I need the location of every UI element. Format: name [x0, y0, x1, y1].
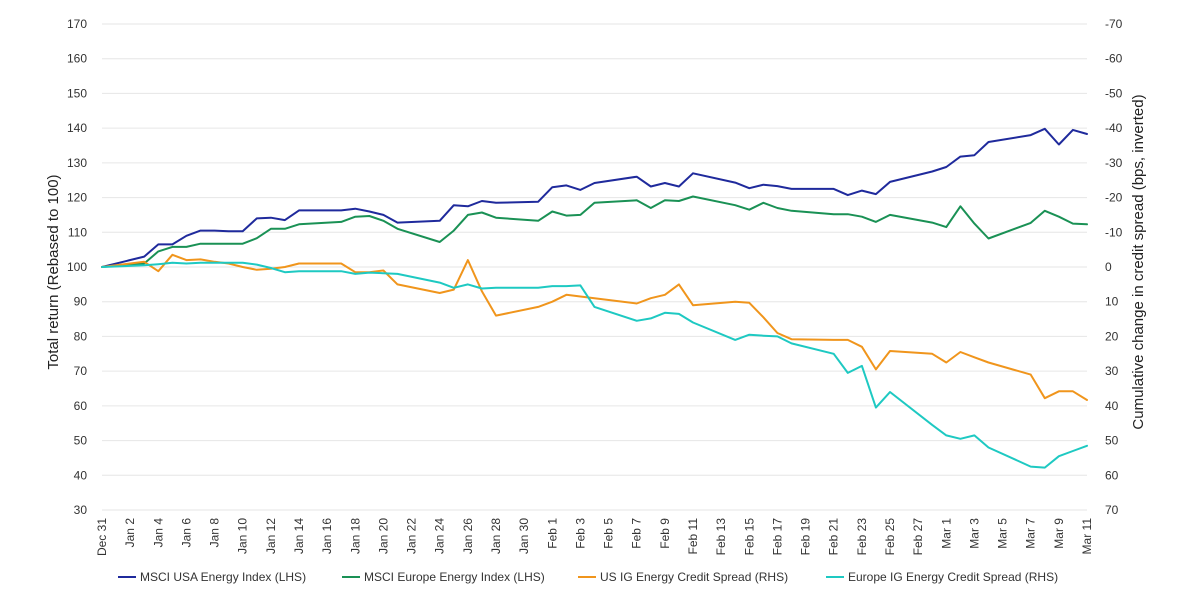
- right-tick-label: 30: [1105, 364, 1119, 378]
- x-tick-label: Jan 10: [236, 518, 250, 554]
- series-line-4: [101, 261, 1088, 469]
- left-axis-ticks: 30 40 50 60 70 80 90 100 110 120 130 140 150 160 170: [67, 17, 87, 517]
- left-tick-label: 140: [67, 121, 87, 135]
- legend-label: MSCI Europe Energy Index (LHS): [364, 570, 545, 584]
- right-axis-ticks: 70 60 50 40 30 20 10 0 -10 -20 -30 -40 -50 -60 -70: [1105, 17, 1123, 517]
- x-tick-label: Jan 30: [517, 518, 531, 554]
- gridlines: [102, 23, 1087, 511]
- right-tick-label: -20: [1105, 191, 1123, 205]
- x-tick-label: Mar 3: [967, 518, 981, 549]
- x-tick-label: Mar 11: [1080, 518, 1094, 555]
- left-tick-label: 60: [74, 399, 88, 413]
- left-axis-title: Total return (Rebased to 100): [45, 174, 62, 369]
- right-tick-label: 0: [1105, 260, 1112, 274]
- right-tick-label: -50: [1105, 86, 1123, 100]
- left-tick-label: 100: [67, 260, 87, 274]
- x-tick-label: Feb 25: [883, 518, 897, 556]
- legend-label: MSCI USA Energy Index (LHS): [140, 570, 306, 584]
- x-tick-label: Jan 24: [433, 518, 447, 554]
- series-line-3: [101, 253, 1088, 401]
- x-tick-label: Dec 31: [95, 518, 109, 556]
- x-tick-label: Jan 4: [151, 518, 165, 548]
- x-tick-label: Jan 26: [461, 518, 475, 554]
- right-axis-title: Cumulative change in credit spread (bps,…: [1130, 94, 1147, 429]
- left-tick-label: 120: [67, 191, 87, 205]
- x-tick-label: Feb 19: [799, 518, 813, 556]
- right-tick-label: -40: [1105, 121, 1123, 135]
- x-tick-label: Mar 5: [996, 518, 1010, 549]
- right-tick-label: 60: [1105, 468, 1119, 482]
- x-tick-label: Jan 14: [292, 518, 306, 554]
- x-tick-label: Mar 9: [1052, 518, 1066, 549]
- x-axis-ticks: Dec 31 Jan 2 Jan 4 Jan 6 Jan 8 Jan 10 Jan 12 Ja…: [95, 518, 1094, 556]
- left-tick-label: 170: [67, 17, 87, 31]
- series-line-1: [101, 127, 1088, 268]
- left-tick-label: 70: [74, 364, 88, 378]
- x-tick-label: Feb 7: [630, 518, 644, 549]
- x-tick-label: Jan 6: [179, 518, 193, 548]
- legend-label: Europe IG Energy Credit Spread (RHS): [848, 570, 1058, 584]
- x-tick-label: Feb 3: [573, 518, 587, 549]
- right-tick-label: 10: [1105, 295, 1119, 309]
- x-tick-label: Jan 22: [405, 518, 419, 554]
- right-tick-label: 50: [1105, 434, 1119, 448]
- x-tick-label: Jan 18: [348, 518, 362, 554]
- x-tick-label: Feb 27: [911, 518, 925, 556]
- right-tick-label: 40: [1105, 399, 1119, 413]
- x-tick-label: Jan 12: [264, 518, 278, 554]
- right-tick-label: 70: [1105, 503, 1119, 517]
- legend-label: US IG Energy Credit Spread (RHS): [600, 570, 788, 584]
- x-tick-label: Feb 11: [686, 518, 700, 555]
- left-tick-label: 90: [74, 295, 88, 309]
- x-tick-label: Mar 1: [939, 518, 953, 549]
- right-tick-label: -70: [1105, 17, 1123, 31]
- right-tick-label: -30: [1105, 156, 1123, 170]
- right-tick-label: -60: [1105, 52, 1123, 66]
- x-tick-label: Feb 17: [770, 518, 784, 556]
- right-tick-label: -10: [1105, 225, 1123, 239]
- left-tick-label: 30: [74, 503, 88, 517]
- x-tick-label: Jan 20: [376, 518, 390, 554]
- left-tick-label: 160: [67, 52, 87, 66]
- x-tick-label: Feb 9: [658, 518, 672, 549]
- x-tick-label: Jan 28: [489, 518, 503, 554]
- x-tick-label: Feb 21: [827, 518, 841, 556]
- legend: MSCI USA Energy Index (LHS) MSCI Europe E…: [118, 570, 1058, 584]
- left-tick-label: 80: [74, 329, 88, 343]
- x-tick-label: Feb 23: [855, 518, 869, 556]
- left-tick-label: 130: [67, 156, 87, 170]
- series-line-2: [101, 195, 1088, 268]
- left-tick-label: 40: [74, 468, 88, 482]
- x-tick-label: Feb 15: [742, 518, 756, 556]
- x-tick-label: Feb 13: [714, 518, 728, 556]
- x-tick-label: Mar 7: [1024, 518, 1038, 549]
- x-tick-label: Jan 16: [320, 518, 334, 554]
- x-tick-label: Feb 5: [602, 518, 616, 549]
- x-tick-label: Feb 1: [545, 518, 559, 549]
- left-tick-label: 50: [74, 434, 88, 448]
- left-tick-label: 110: [68, 225, 87, 239]
- right-tick-label: 20: [1105, 329, 1119, 343]
- left-tick-label: 150: [67, 86, 87, 100]
- x-tick-label: Jan 2: [123, 518, 137, 548]
- x-tick-label: Jan 8: [208, 518, 222, 548]
- series-lines: [101, 127, 1088, 469]
